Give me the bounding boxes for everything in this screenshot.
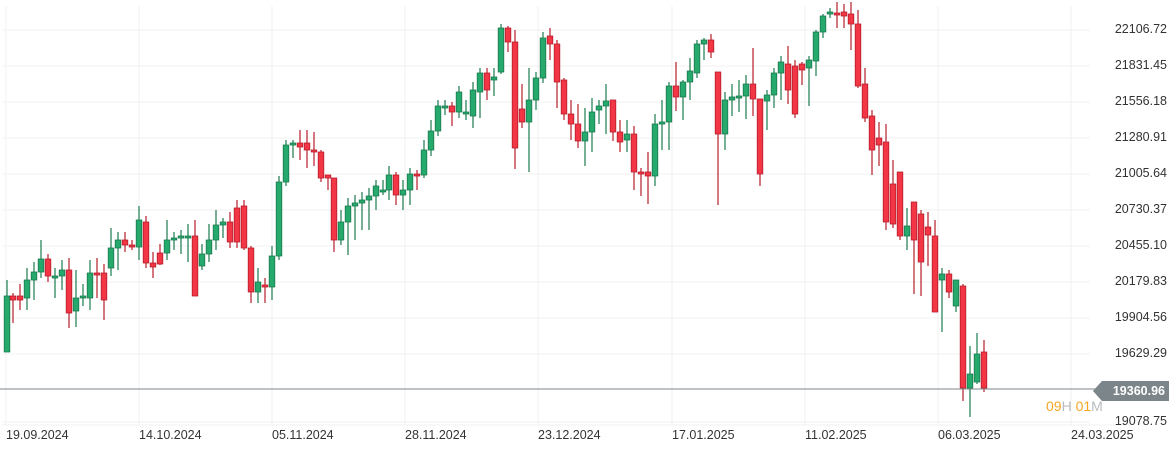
price-axis-label: 22106.72 <box>1114 22 1167 36</box>
countdown-hours-unit: H <box>1061 398 1072 414</box>
price-axis-label: 19629.29 <box>1114 346 1167 360</box>
time-axis-label: 06.03.2025 <box>938 428 1001 442</box>
price-axis-label: 21005.64 <box>1114 166 1167 180</box>
price-axis-label: 21556.18 <box>1114 94 1167 108</box>
candle-countdown: 09H 01M <box>1046 398 1103 414</box>
time-axis-label: 23.12.2024 <box>538 428 601 442</box>
current-price-tag: 19360.96 <box>1093 381 1169 401</box>
time-axis-label: 28.11.2024 <box>405 428 467 442</box>
price-axis-label: 19078.75 <box>1114 414 1167 428</box>
price-axis-label: 21831.45 <box>1114 58 1167 72</box>
time-axis-label: 11.02.2025 <box>805 428 867 442</box>
candles <box>3 2 988 417</box>
time-axis-label: 05.11.2024 <box>272 428 334 442</box>
time-axis-label: 24.03.2025 <box>1071 428 1134 442</box>
price-axis-label: 20179.83 <box>1114 274 1167 288</box>
price-axis-label: 21280.91 <box>1114 130 1167 144</box>
price-axis-label: 20455.10 <box>1114 238 1167 252</box>
price-axis-label: 20730.37 <box>1114 202 1167 216</box>
time-axis-label: 17.01.2025 <box>672 428 735 442</box>
time-axis-label: 14.10.2024 <box>139 428 202 442</box>
countdown-minutes: 01 <box>1075 398 1092 414</box>
countdown-minutes-unit: M <box>1091 398 1103 414</box>
price-axis-label: 19904.56 <box>1114 310 1167 324</box>
countdown-hours: 09 <box>1046 398 1062 414</box>
time-axis-label: 19.09.2024 <box>6 428 69 442</box>
